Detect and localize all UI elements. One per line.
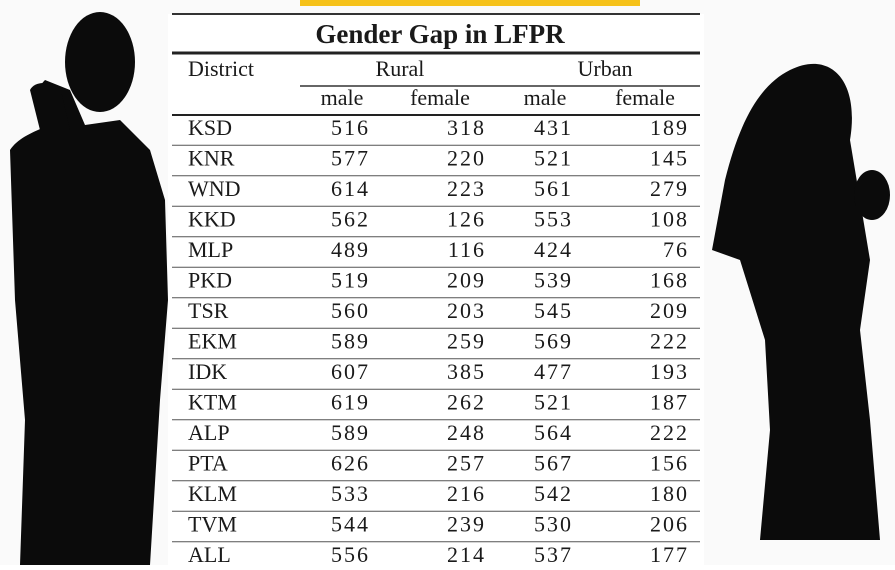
value-cell: 216 [447, 481, 486, 506]
value-cell: 156 [650, 451, 689, 476]
value-cell: 206 [650, 512, 689, 537]
value-cell: 607 [331, 359, 370, 384]
district-cell: TVM [188, 512, 237, 537]
column-header: Urban [578, 56, 633, 81]
value-cell: 556 [331, 542, 370, 565]
value-cell: 521 [534, 146, 573, 171]
value-cell: 589 [331, 420, 370, 445]
value-cell: 564 [534, 420, 573, 445]
value-cell: 108 [650, 207, 689, 232]
value-cell: 257 [447, 451, 486, 476]
value-cell: 189 [650, 115, 689, 140]
district-cell: KKD [188, 207, 236, 232]
sub-header: female [410, 85, 470, 110]
value-cell: 614 [331, 176, 370, 201]
value-cell: 477 [534, 359, 573, 384]
sub-header: female [615, 85, 675, 110]
column-header: Rural [376, 56, 425, 81]
sub-header: male [321, 85, 364, 110]
sub-header: male [524, 85, 567, 110]
value-cell: 209 [650, 298, 689, 323]
district-cell: PKD [188, 268, 232, 293]
value-cell: 145 [650, 146, 689, 171]
value-cell: 533 [331, 481, 370, 506]
value-cell: 516 [331, 115, 370, 140]
district-cell: KTM [188, 390, 237, 415]
district-cell: TSR [188, 298, 229, 323]
value-cell: 553 [534, 207, 573, 232]
value-cell: 431 [534, 115, 573, 140]
value-cell: 545 [534, 298, 573, 323]
value-cell: 248 [447, 420, 486, 445]
value-cell: 561 [534, 176, 573, 201]
table-title: Gender Gap in LFPR [315, 19, 565, 49]
value-cell: 187 [650, 390, 689, 415]
value-cell: 542 [534, 481, 573, 506]
value-cell: 560 [331, 298, 370, 323]
value-cell: 567 [534, 451, 573, 476]
district-cell: KNR [188, 146, 235, 171]
page: Gender Gap in LFPR District Rural Urban … [0, 0, 895, 565]
value-cell: 521 [534, 390, 573, 415]
value-cell: 489 [331, 237, 370, 262]
district-cell: MLP [188, 237, 233, 262]
district-cell: KSD [188, 115, 232, 140]
value-cell: 168 [650, 268, 689, 293]
value-cell: 626 [331, 451, 370, 476]
column-header: District [188, 56, 254, 81]
value-cell: 214 [447, 542, 486, 565]
value-cell: 385 [447, 359, 486, 384]
value-cell: 544 [331, 512, 370, 537]
value-cell: 279 [650, 176, 689, 201]
value-cell: 222 [650, 329, 689, 354]
district-cell: KLM [188, 481, 237, 506]
value-cell: 177 [650, 542, 689, 565]
value-cell: 116 [448, 237, 486, 262]
value-cell: 203 [447, 298, 486, 323]
value-cell: 569 [534, 329, 573, 354]
value-cell: 262 [447, 390, 486, 415]
district-cell: ALP [188, 420, 230, 445]
value-cell: 577 [331, 146, 370, 171]
value-cell: 193 [650, 359, 689, 384]
district-cell: ALL [188, 542, 231, 565]
value-cell: 126 [447, 207, 486, 232]
value-cell: 619 [331, 390, 370, 415]
value-cell: 530 [534, 512, 573, 537]
value-cell: 562 [331, 207, 370, 232]
value-cell: 539 [534, 268, 573, 293]
district-cell: EKM [188, 329, 237, 354]
value-cell: 259 [447, 329, 486, 354]
value-cell: 239 [447, 512, 486, 537]
district-cell: WND [188, 176, 241, 201]
value-cell: 537 [534, 542, 573, 565]
district-cell: IDK [188, 359, 227, 384]
value-cell: 76 [663, 237, 689, 262]
value-cell: 519 [331, 268, 370, 293]
value-cell: 424 [534, 237, 573, 262]
district-cell: PTA [188, 451, 228, 476]
value-cell: 318 [447, 115, 486, 140]
value-cell: 223 [447, 176, 486, 201]
value-cell: 222 [650, 420, 689, 445]
top-banner [300, 0, 640, 6]
value-cell: 180 [650, 481, 689, 506]
value-cell: 209 [447, 268, 486, 293]
value-cell: 589 [331, 329, 370, 354]
value-cell: 220 [447, 146, 486, 171]
